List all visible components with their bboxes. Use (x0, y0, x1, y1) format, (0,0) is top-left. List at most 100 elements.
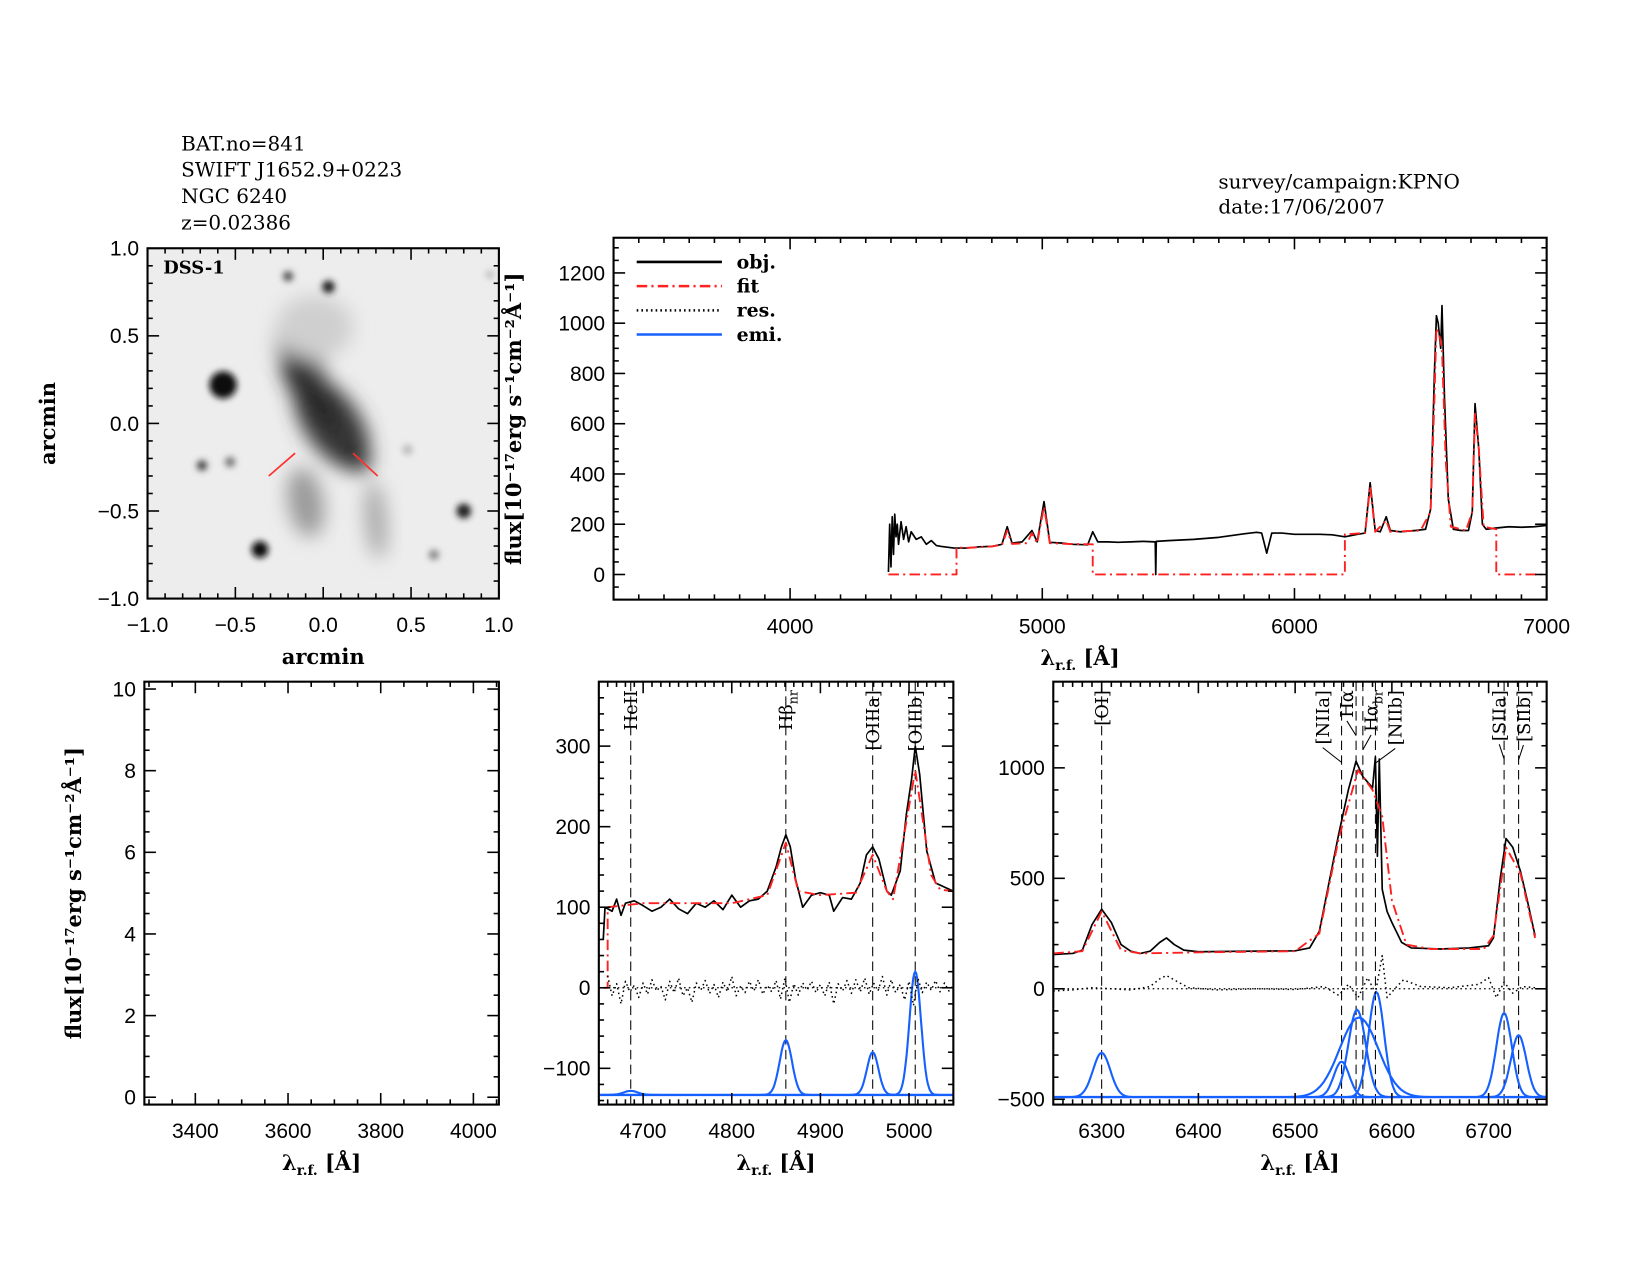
emission-component (1066, 1051, 1137, 1099)
x-axis-title: λr.f. [Å] (737, 1150, 816, 1179)
legend-label: obj. (737, 251, 776, 273)
y-tick-label: 500 (1010, 868, 1045, 891)
x-tick-label: 4000 (767, 615, 814, 638)
line-label-name: Hα (1337, 690, 1358, 718)
x-tick-label: −1.0 (127, 614, 169, 637)
redshift: z=0.02386 (181, 210, 291, 234)
y-tick-label: −100 (543, 1058, 590, 1081)
header-right: survey/campaign:KPNO date:17/06/2007 (1218, 169, 1459, 218)
y-tick-label: 0.0 (110, 413, 139, 436)
x-tick-label: 6300 (1078, 1120, 1125, 1143)
x-axis-title: λr.f. [Å] (282, 1150, 361, 1179)
star (322, 280, 335, 294)
overview-spectrum-panel: 4000 5000 6000 7000 0 200 400 600 800 1000 1200 λr.… (501, 236, 1570, 674)
y-tick-label: 0.5 (110, 325, 139, 348)
line-label: [OIIIb] (906, 690, 927, 751)
series-obj (1053, 755, 1536, 956)
x-tick-label: 3600 (265, 1120, 312, 1143)
stars (196, 270, 495, 561)
star (402, 444, 413, 455)
star (224, 456, 236, 468)
star (485, 270, 495, 279)
emission-component (1345, 990, 1408, 1099)
galaxy-blob (328, 426, 371, 474)
y-tick-label: 1000 (998, 757, 1045, 780)
line-label-name: [OIIIa] (863, 690, 884, 750)
y-tick-label: 1.0 (110, 238, 139, 261)
x-tick-label: 0.0 (309, 614, 338, 637)
line-label-name: [OIIIb] (906, 690, 927, 751)
y-tick-label: 1200 (558, 262, 605, 285)
galaxy-blob (287, 467, 324, 537)
y-tick-label: 800 (570, 363, 605, 386)
line-label-name: [OI] (1092, 690, 1113, 726)
line-label-leader (1346, 720, 1357, 736)
star (456, 503, 472, 519)
line-label-name: [NIIa] (1313, 690, 1334, 744)
series-fit (603, 769, 954, 989)
line-label-subscript: nr (785, 689, 800, 704)
x-axis-title: λr.f. [Å] (1041, 645, 1120, 674)
galaxy-blob (364, 481, 387, 559)
x-axis-title-main: λ (1260, 1150, 1275, 1175)
line-label: [OIIIa] (863, 690, 884, 750)
line-label-subscript: br (1371, 689, 1386, 704)
star (196, 460, 208, 471)
y-axis-title: flux[10⁻¹⁷erg s⁻¹cm⁻²Å⁻¹] (501, 273, 526, 565)
y-tick-label: 200 (555, 816, 590, 839)
line-label: [OI] (1092, 690, 1113, 726)
y-tick-label: 300 (555, 735, 590, 758)
line-label-leader (1322, 747, 1342, 763)
axes-frame (1052, 680, 1548, 1106)
line-label-name: [SIIb] (1514, 690, 1535, 742)
x-axis-title-unit: [Å] (1296, 1150, 1340, 1175)
x-axis-title: arcmin (282, 644, 365, 669)
x-tick-label: 6500 (1272, 1120, 1319, 1143)
x-tick-label: −0.5 (215, 614, 257, 637)
y-tick-label: −0.5 (98, 500, 140, 523)
x-tick-label: 6400 (1175, 1120, 1222, 1143)
y-tick-label: 0 (1033, 978, 1045, 1001)
hbeta-oiii-panel: HeII Hβnr [OIIIa] [OIIIb] 4700 4800 4900 5000 −1… (543, 680, 955, 1179)
x-tick-label: 6000 (1271, 615, 1318, 638)
emission-component (1322, 1008, 1392, 1099)
uv-spectrum-panel: 3400 3600 3800 4000 0 2 4 6 8 10 λr.f. [Å] flux[10⁻… (61, 678, 500, 1179)
series-fit (888, 327, 1547, 576)
line-label-leader (1375, 747, 1396, 764)
slit-marker-right (352, 452, 379, 477)
series-obj (887, 304, 1547, 576)
plot-area (1053, 681, 1547, 1105)
star (282, 271, 294, 282)
emission-component (1487, 1034, 1547, 1099)
legend-label: res. (737, 300, 776, 322)
x-tick-label: 5000 (1019, 615, 1066, 638)
line-label-name: HeII (621, 690, 642, 730)
line-label: Hα (1337, 690, 1358, 718)
line-label: [SIIa] (1490, 690, 1511, 741)
y-tick-label: 6 (124, 842, 136, 865)
line-label-name: [SIIa] (1490, 690, 1511, 741)
y-tick-label: 4 (124, 923, 136, 946)
x-tick-label: 4800 (708, 1120, 755, 1143)
x-axis-title-main: λ (282, 1150, 297, 1175)
x-tick-label: 4700 (620, 1120, 667, 1143)
plot-area (887, 304, 1547, 576)
y-tick-label: 1000 (558, 313, 605, 336)
emission-component (602, 1089, 660, 1096)
emission-component (1281, 1016, 1437, 1099)
star (251, 541, 269, 558)
observation-date: date:17/06/2007 (1218, 195, 1384, 219)
x-axis-title: λr.f. [Å] (1260, 1150, 1339, 1179)
x-axis-title-unit: [Å] (318, 1150, 362, 1175)
line-label: HeII (621, 690, 642, 730)
x-tick-label: 4000 (450, 1120, 497, 1143)
x-tick-label: 5000 (886, 1120, 933, 1143)
series-res (1053, 954, 1536, 999)
galaxy-name: NGC 6240 (181, 184, 287, 208)
slit-marker-left (268, 452, 296, 477)
emission-component (1473, 1011, 1536, 1099)
x-axis-title-sub: r.f. (297, 1163, 318, 1179)
panels: DSS-1 −1.0 −0.5 0.0 0.5 1.0 −1.0 −0.5 0.0 0.5 1.0 a… (35, 236, 1570, 1179)
